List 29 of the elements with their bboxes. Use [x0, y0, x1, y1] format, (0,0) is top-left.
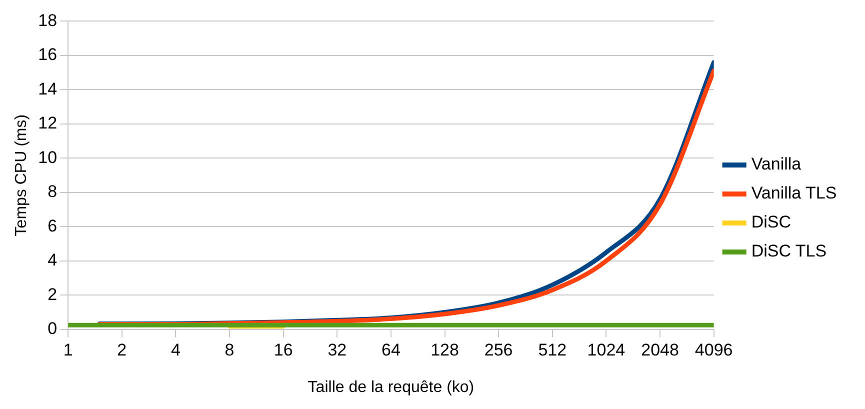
y-tick-label: 6 [48, 216, 58, 236]
x-tick-label: 16 [274, 340, 293, 360]
x-tick-label: 128 [430, 340, 459, 360]
y-tick-label: 14 [38, 79, 58, 98]
y-tick-label: 2 [48, 284, 58, 304]
x-tick-label: 4 [170, 340, 180, 360]
y-tick-label: 8 [48, 182, 58, 202]
x-axis-title: Taille de la requête (ko) [308, 378, 474, 396]
y-tick-label: 12 [38, 114, 58, 133]
x-tick-label: 2 [117, 340, 127, 360]
y-tick-label: 0 [48, 319, 58, 338]
y-tick-label: 18 [38, 10, 58, 30]
x-tick-label: 2048 [641, 340, 679, 360]
x-tick-label: 4096 [694, 340, 733, 360]
x-tick-label: 8 [224, 340, 234, 360]
x-tick-label: 64 [382, 340, 400, 360]
x-tick-label: 32 [328, 340, 347, 360]
y-tick-label: 4 [48, 250, 58, 270]
legend-label: DiSC TLS [751, 242, 827, 261]
y-tick-label: 10 [38, 148, 58, 167]
x-tick-label: 1 [63, 340, 73, 360]
x-tick-label: 256 [484, 340, 513, 360]
y-axis-title: Temps CPU (ms) [13, 114, 30, 236]
x-tick-label: 1024 [587, 340, 626, 360]
legend-label: Vanilla TLS [751, 184, 837, 203]
legend-label: DiSC [751, 212, 791, 232]
x-tick-label: 512 [538, 340, 567, 360]
y-tick-label: 16 [38, 45, 58, 64]
legend-label: Vanilla [751, 154, 802, 174]
